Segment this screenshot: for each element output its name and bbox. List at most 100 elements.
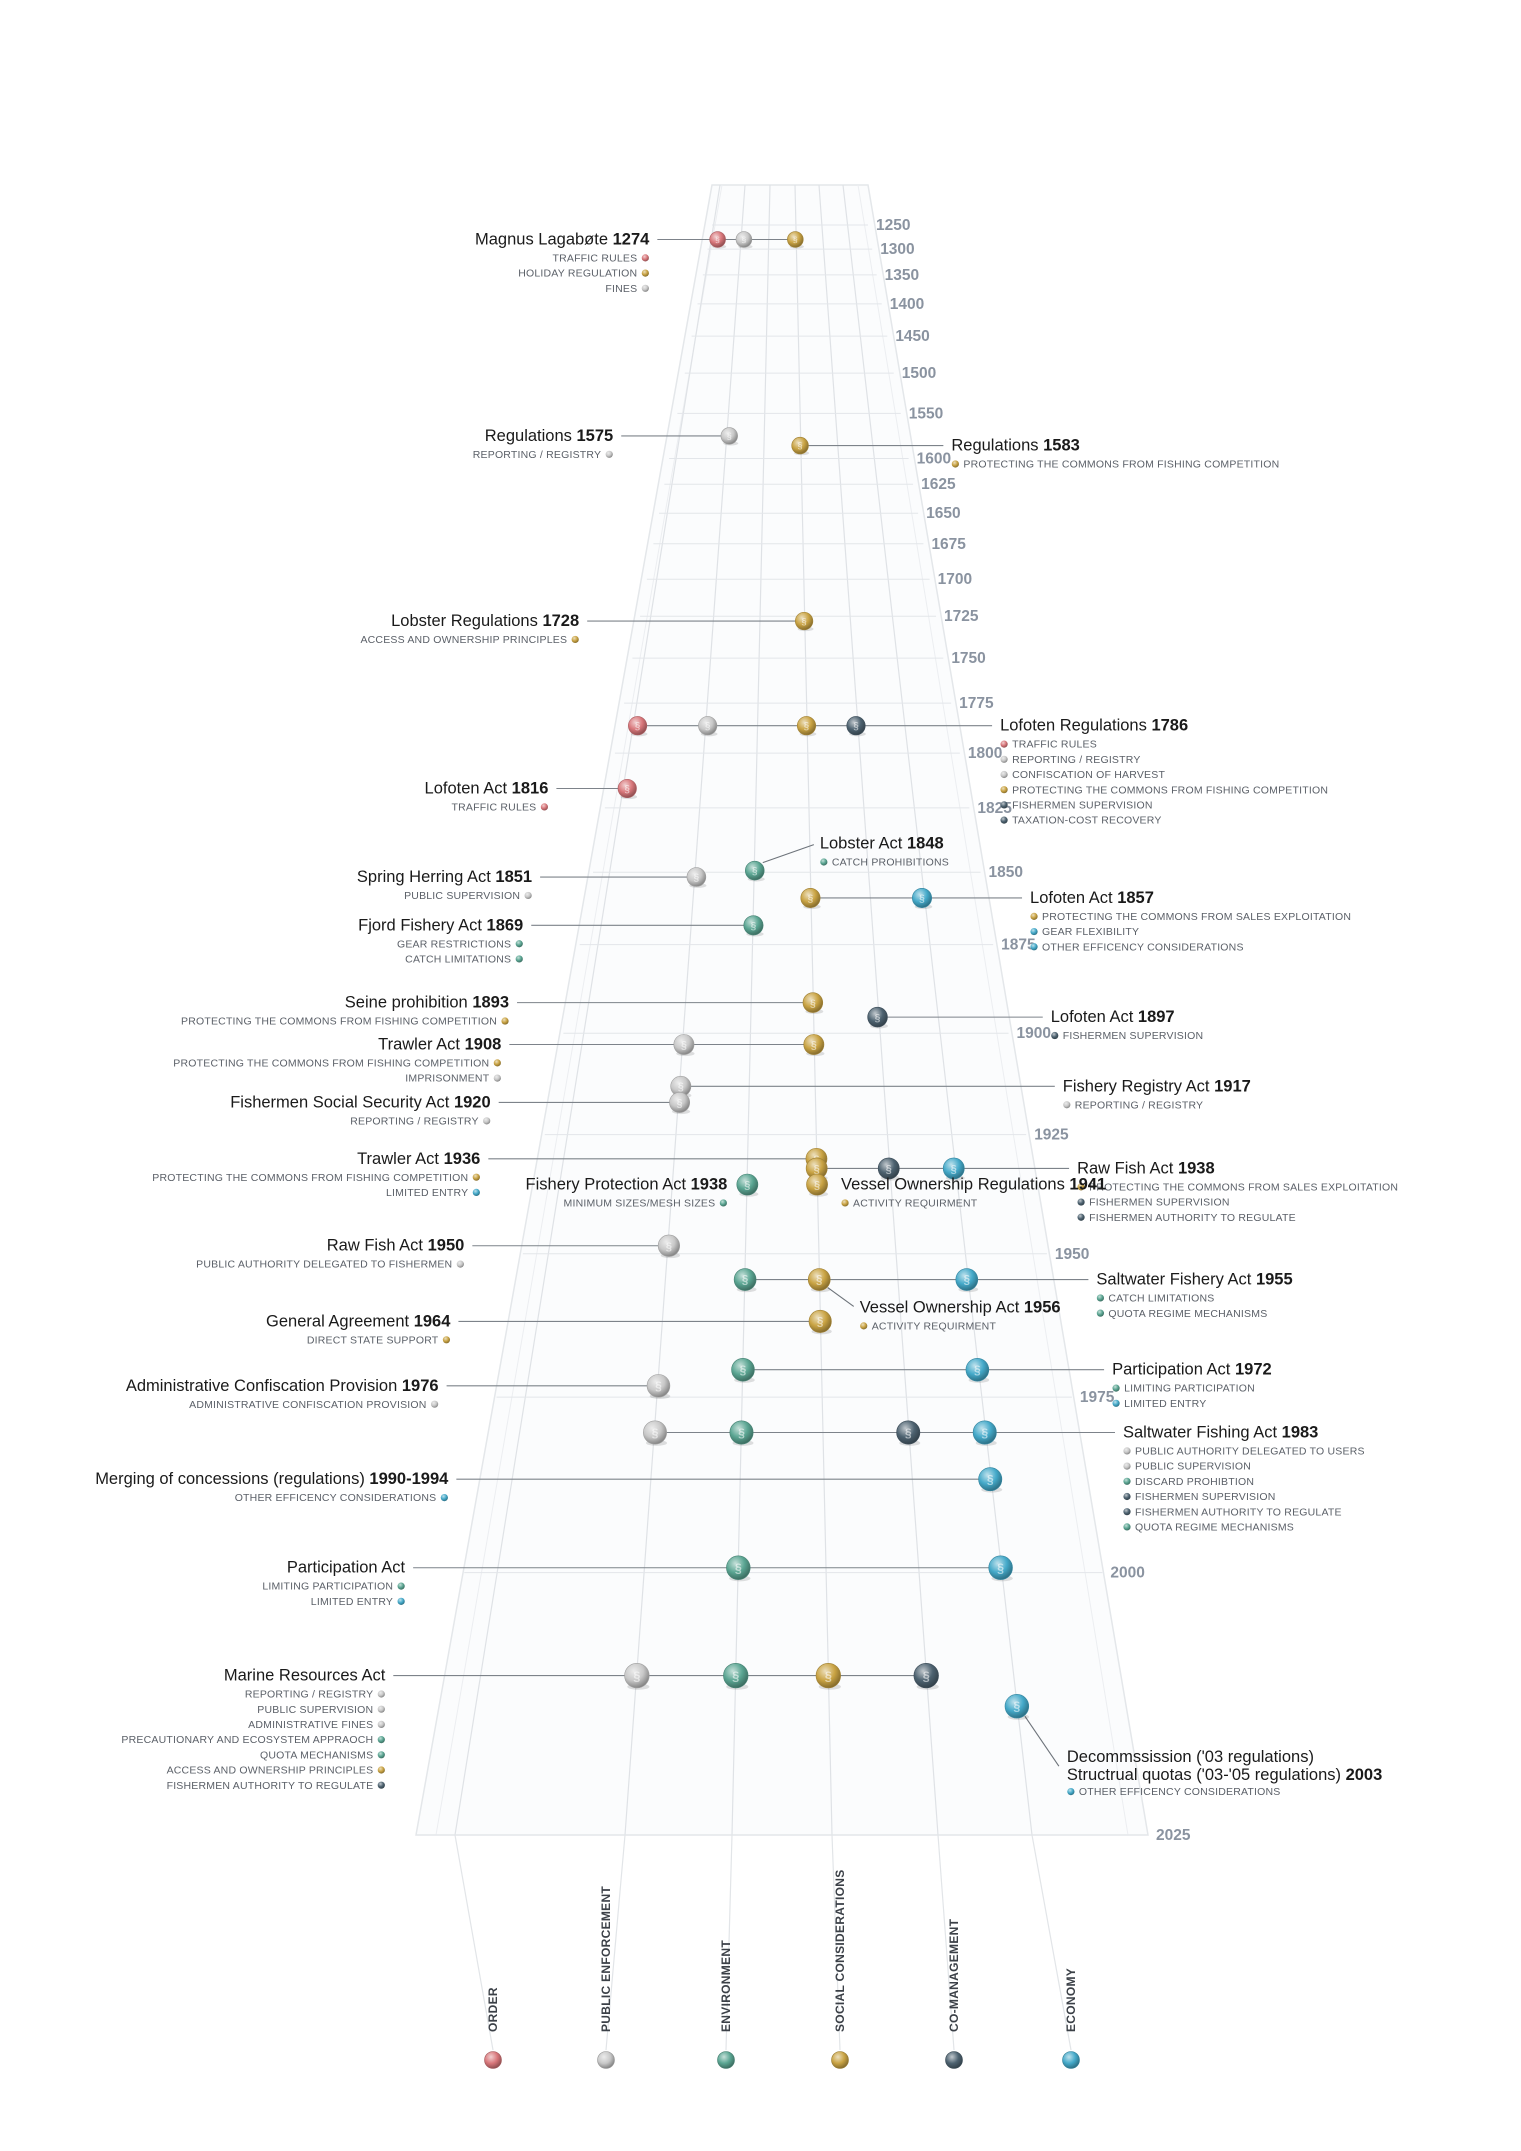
svg-text:§: § — [732, 1668, 739, 1683]
event-marker-social: § — [787, 231, 804, 249]
svg-text:§: § — [652, 1426, 659, 1440]
event-lofoten-act-1816: § Lofoten Act 1816 TRAFFIC RULES — [425, 778, 638, 814]
axis-line-order — [454, 184, 721, 1836]
event-title-line2: Structrual quotas ('03-'05 regulations) … — [1067, 1766, 1382, 1784]
category-label: QUOTA MECHANISMS — [260, 1749, 373, 1761]
event-marker-social: § — [803, 1034, 825, 1057]
year-label-1900: 1900 — [1017, 1025, 1051, 1042]
legend-label-order: ORDER — [486, 1987, 500, 2032]
event-title: Vessel Ownership Regulations 1941 — [841, 1176, 1106, 1194]
event-lobster-regulations-1728: § Lobster Regulations 1728 ACCESS AND OWNE… — [360, 611, 814, 646]
svg-text:§: § — [814, 1180, 820, 1192]
category-label: TRAFFIC RULES — [552, 252, 637, 264]
category-dot-environment — [1123, 1523, 1131, 1531]
event-marker-environment: § — [745, 860, 765, 882]
event-marker-enforcement: § — [669, 1092, 691, 1115]
svg-text:§: § — [974, 1363, 981, 1377]
event-lofoten-regulations-1786: § § § § Lofoten Regulations 1786 TRAFFIC RULE… — [628, 716, 1328, 827]
category-dot-comanagement — [1051, 1031, 1059, 1040]
event-raw-fish-act-1938: § § § Raw Fish Act 1938 PROTECTING THE COMMO… — [805, 1157, 1398, 1224]
event-title: Raw Fish Act 1938 — [1077, 1159, 1215, 1177]
category-label: IMPRISONMENT — [405, 1073, 489, 1085]
category-label: CATCH LIMITATIONS — [1108, 1293, 1214, 1305]
event-marker-comanagement: § — [896, 1420, 921, 1446]
category-label: LIMITED ENTRY — [1124, 1398, 1206, 1410]
category-dot-social — [951, 460, 959, 468]
category-label: LIMITING PARTICIPATION — [262, 1581, 393, 1593]
event-marker-economy: § — [972, 1420, 997, 1446]
year-label-1850: 1850 — [989, 864, 1023, 881]
category-label: FISHERMEN SUPERVISION — [1089, 1197, 1230, 1209]
event-title: Fishery Protection Act 1938 — [526, 1176, 728, 1194]
year-label-1950: 1950 — [1055, 1246, 1089, 1263]
category-label: ADMINISTRATIVE FINES — [248, 1719, 373, 1731]
event-title: Raw Fish Act 1950 — [327, 1237, 465, 1255]
category-dot-environment — [1096, 1309, 1104, 1317]
event-marker-order: § — [617, 778, 638, 800]
category-label: FISHERMEN AUTHORITY TO REGULATE — [167, 1780, 374, 1792]
category-dot-economy — [1030, 943, 1038, 951]
category-label: TRAFFIC RULES — [1012, 739, 1097, 751]
legend-label-social: SOCIAL CONSIDERATIONS — [833, 1869, 847, 2032]
event-vessel-ownership-regulations-1941: § Vessel Ownership Regulations 1941 ACTIVI… — [806, 1173, 1106, 1210]
category-label: CONFISCATION OF HARVEST — [1012, 769, 1165, 781]
category-dot-economy — [397, 1597, 405, 1605]
svg-text:§: § — [853, 721, 858, 732]
svg-text:§: § — [919, 894, 925, 905]
event-participation-act-1972: § § Participation Act 1972 LIMITING PARTICI… — [731, 1357, 1272, 1410]
legend-dot-enforcement — [597, 2051, 615, 2069]
svg-text:§: § — [655, 1379, 662, 1393]
category-label: FISHERMEN SUPERVISION — [1012, 800, 1153, 812]
legend-enforcement: PUBLIC ENFORCEMENT — [597, 1886, 615, 2069]
event-raw-fish-act-1950: § Raw Fish Act 1950 PUBLIC AUTHORITY DELEG… — [196, 1234, 681, 1271]
category-dot-social — [1077, 1183, 1085, 1191]
event-title: Saltwater Fishing Act 1983 — [1123, 1424, 1318, 1442]
category-dot-order — [540, 803, 549, 811]
event-marker-social: § — [815, 1662, 841, 1690]
event-title: Marine Resources Act — [224, 1667, 386, 1685]
category-dot-enforcement — [483, 1117, 491, 1125]
svg-text:§: § — [923, 1668, 930, 1683]
svg-text:§: § — [875, 1013, 881, 1024]
svg-text:§: § — [625, 784, 630, 795]
legend-environment: ENVIRONMENT — [717, 1940, 735, 2069]
category-label: PROTECTING THE COMMONS FROM FISHING COMP… — [963, 459, 1279, 471]
category-label: PUBLIC AUTHORITY DELEGATED TO USERS — [1135, 1446, 1365, 1458]
event-administrative-confiscation-provision-1976: § Administrative Confiscation Provision 1… — [126, 1374, 671, 1411]
year-label-1975: 1975 — [1080, 1389, 1115, 1406]
category-dot-economy — [1030, 927, 1038, 936]
svg-text:§: § — [804, 721, 809, 732]
category-dot-social — [571, 635, 579, 644]
category-label: PROTECTING THE COMMONS FROM FISHING COMP… — [152, 1172, 468, 1184]
event-saltwater-fishery-act-1955: § § § Saltwater Fishery Act 1955 CATCH LIMIT… — [733, 1268, 1293, 1320]
category-dot-social — [442, 1336, 451, 1344]
axis-extension-lines — [454, 1834, 1072, 2051]
event-marker-comanagement: § — [867, 1006, 888, 1029]
event-decommssission-03-regulations-2003: § Decommssission ('03 regulations)Structr… — [1004, 1694, 1382, 1798]
year-label-1300: 1300 — [880, 241, 914, 258]
category-label: TRAFFIC RULES — [452, 802, 537, 814]
svg-text:§: § — [666, 1241, 672, 1253]
category-dot-enforcement — [377, 1690, 385, 1698]
svg-text:§: § — [705, 721, 710, 732]
event-marker-enforcement: § — [643, 1420, 667, 1446]
category-dot-comanagement — [1000, 816, 1008, 824]
category-label: PUBLIC AUTHORITY DELEGATED TO FISHERMEN — [196, 1259, 452, 1271]
category-dot-environment — [377, 1751, 385, 1759]
category-dot-social — [841, 1199, 849, 1207]
event-marker-enforcement: § — [624, 1662, 650, 1690]
legend-dot-environment — [717, 2051, 735, 2069]
category-dot-economy — [1067, 1788, 1075, 1796]
year-label-1825: 1825 — [977, 800, 1012, 817]
event-title: Lobster Act 1848 — [820, 835, 944, 853]
category-label: GEAR FLEXIBILITY — [1042, 926, 1139, 938]
svg-text:§: § — [752, 866, 758, 877]
event-marker-environment: § — [731, 1357, 755, 1383]
category-label: HOLIDAY REGULATION — [518, 268, 637, 280]
category-dot-environment — [397, 1582, 405, 1590]
event-merging-of-concessions-regulations-1990-1994: § Merging of concessions (regulations) 19… — [95, 1467, 1003, 1504]
event-title: Lofoten Act 1857 — [1030, 889, 1154, 907]
svg-text:§: § — [987, 1473, 994, 1487]
event-marker-order: § — [628, 716, 648, 737]
